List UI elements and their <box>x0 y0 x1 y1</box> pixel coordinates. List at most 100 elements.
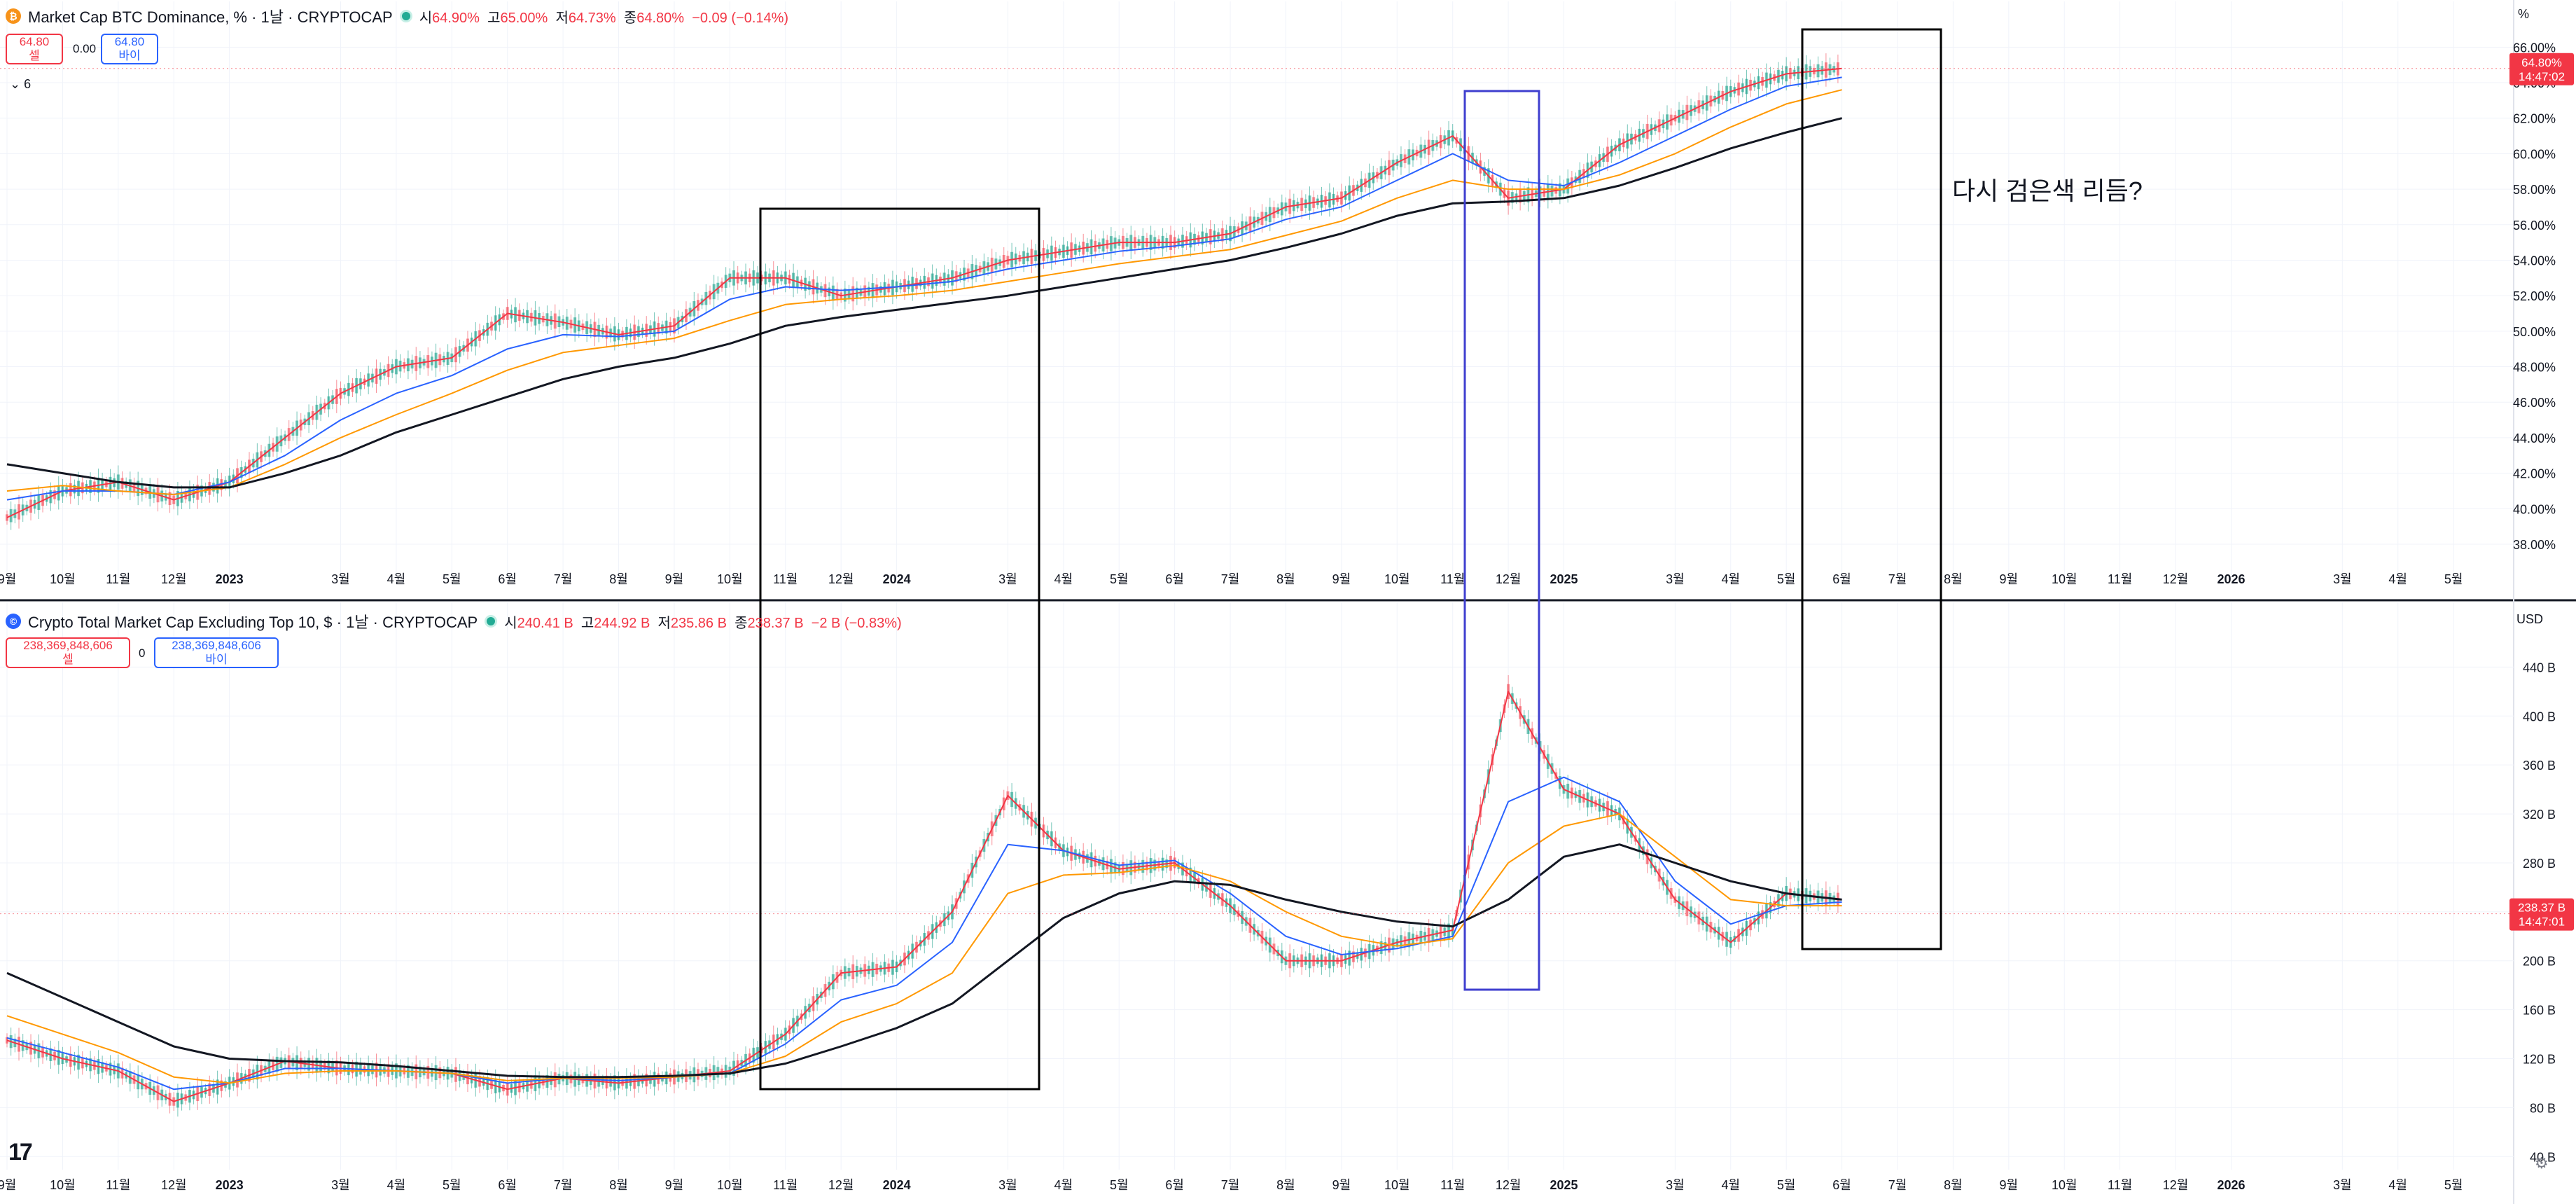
bottom-x-tick-label: 6월 <box>1165 1178 1184 1192</box>
top-y-tick-label: 62.00% <box>2513 112 2556 126</box>
bottom-x-tick-label: 3월 <box>998 1178 1017 1192</box>
bottom-y-tick-label: 400 B <box>2523 710 2556 724</box>
top-x-tick-label: 5월 <box>1777 572 1796 586</box>
bottom-x-tick-label: 9월 <box>1332 1178 1351 1192</box>
bottom-x-tick-label: 5월 <box>1110 1178 1129 1192</box>
top-y-tick-label: 48.00% <box>2513 361 2556 375</box>
bottom-x-tick-label: 2026 <box>2217 1178 2245 1192</box>
top-x-tick-label: 9월 <box>1332 572 1351 586</box>
top-buy-label: 바이 <box>118 49 141 62</box>
series-layer <box>6 53 1842 1117</box>
bottom-x-tick-label: 11월 <box>2108 1178 2132 1192</box>
top-x-tick-label: 4월 <box>2388 572 2407 586</box>
top-buy-button[interactable]: 64.80 바이 <box>101 34 158 64</box>
bottom-y-tick-label: 320 B <box>2523 808 2556 822</box>
top-x-tick-label: 3월 <box>331 572 350 586</box>
top-ma-line-4 <box>6 117 1842 489</box>
bottom-symbol-title[interactable]: Crypto Total Market Cap Excluding Top 10… <box>28 614 478 631</box>
top-y-tick-label: 42.00% <box>2513 467 2556 481</box>
top-x-tick-label: 12월 <box>2163 572 2189 586</box>
bottom-y-tick-label: 440 B <box>2523 660 2556 674</box>
highlight-box-late-2024 <box>1463 90 1540 991</box>
top-x-tick-label: 9월 <box>2000 572 2019 586</box>
bottom-y-tick-label: 120 B <box>2523 1052 2556 1066</box>
bottom-y-tick-label: 40 B <box>2530 1150 2556 1164</box>
bottom-x-tick-label: 2023 <box>216 1178 244 1192</box>
top-x-tick-label: 2023 <box>216 572 244 586</box>
top-last-price-label: 64.80% <box>2521 56 2562 69</box>
top-y-tick-label: 38.00% <box>2513 538 2556 552</box>
bottom-ma-line-3 <box>6 813 1842 1084</box>
top-x-tick-label: 2026 <box>2217 572 2245 586</box>
top-last-price-badge <box>2509 53 2574 85</box>
top-x-tick-label: 7월 <box>1221 572 1240 586</box>
top-ma-line-1 <box>6 67 1842 518</box>
bottom-y-tick-label: 200 B <box>2523 955 2556 969</box>
top-x-tick-label: 2024 <box>883 572 911 586</box>
annotation-text[interactable]: 다시 검은색 리듬? <box>1952 177 2143 205</box>
bottom-x-tick-label: 12월 <box>2163 1178 2189 1192</box>
bottom-x-tick-label: 5월 <box>443 1178 461 1192</box>
bottom-x-tick-label: 2024 <box>883 1178 911 1192</box>
bottom-pane-legend: © Crypto Total Market Cap Excluding Top … <box>6 609 902 633</box>
top-x-tick-label: 8월 <box>1944 572 1963 586</box>
bottom-x-tick-label: 12월 <box>828 1178 854 1192</box>
bottom-sell-button[interactable]: 238,369,848,606 셀 <box>6 637 130 668</box>
top-x-tick-label: 4월 <box>387 572 406 586</box>
top-x-tick-label: 5월 <box>2444 572 2463 586</box>
top-x-tick-label: 12월 <box>1496 572 1522 586</box>
bottom-candle <box>6 1037 8 1044</box>
top-x-tick-label: 4월 <box>1054 572 1073 586</box>
top-spread: 0.00 <box>73 42 97 55</box>
bottom-x-tick-label: 11월 <box>773 1178 798 1192</box>
bottom-spread: 0 <box>139 646 146 660</box>
top-x-tick-label: 3월 <box>998 572 1017 586</box>
bottom-x-tick-label: 11월 <box>106 1178 130 1192</box>
bottom-x-tick-label: 11월 <box>1440 1178 1465 1192</box>
top-x-tick-label: 8월 <box>609 572 628 586</box>
top-x-tick-label: 2025 <box>1550 572 1578 586</box>
bottom-last-time-label: 14:47:01 <box>2519 915 2565 929</box>
bottom-y-tick-label: 80 B <box>2530 1101 2556 1115</box>
bottom-x-tick-label: 4월 <box>387 1178 406 1192</box>
top-x-tick-label: 10월 <box>717 572 743 586</box>
top-pane-legend: ₿ Market Cap BTC Dominance, % · 1날 · CRY… <box>6 4 788 28</box>
indicator-collapse-toggle[interactable]: ⌄ 6 <box>10 77 32 91</box>
bottom-ohlc: 시240.41 B 고244.92 B 저235.86 B 종238.37 B … <box>504 615 902 631</box>
top-y-tick-label: 66.00% <box>2513 41 2556 55</box>
top-sell-button[interactable]: 64.80 셀 <box>6 34 63 64</box>
market-status-icon[interactable] <box>485 615 498 628</box>
top-x-tick-label: 6월 <box>1165 572 1184 586</box>
bottom-x-tick-label: 10월 <box>50 1178 76 1192</box>
top-y-tick-label: 50.00% <box>2513 325 2556 339</box>
gear-icon[interactable]: ⚙ <box>2535 1154 2549 1172</box>
top-x-tick-label: 12월 <box>828 572 854 586</box>
bottom-x-tick-label: 8월 <box>1944 1178 1963 1192</box>
bottom-last-price-label: 238.37 B <box>2518 901 2565 915</box>
bottom-sell-label: 셀 <box>62 653 74 666</box>
bottom-x-tick-label: 5월 <box>2444 1178 2463 1192</box>
bottom-x-tick-label: 9월 <box>665 1178 684 1192</box>
top-unit-label: % <box>2518 7 2530 21</box>
overlay-layer <box>0 28 2514 1091</box>
axis-layer: 38.00% 40.00% 42.00% 44.00% 46.00% 48.00% 50.0… <box>0 41 2574 1192</box>
top-x-tick-label: 12월 <box>161 572 187 586</box>
top-ma-line-2 <box>6 76 1842 501</box>
top-y-tick-label: 58.00% <box>2513 183 2556 197</box>
top-x-tick-label: 7월 <box>1888 572 1907 586</box>
bottom-x-tick-label: 10월 <box>1384 1178 1410 1192</box>
top-symbol-title[interactable]: Market Cap BTC Dominance, % · 1날 · CRYPT… <box>28 8 393 26</box>
bottom-x-tick-label: 12월 <box>1496 1178 1522 1192</box>
chevron-down-icon: ⌄ <box>10 77 21 91</box>
bottom-ma-line-4 <box>6 843 1842 1079</box>
bitcoin-icon: ₿ <box>6 8 21 24</box>
bottom-x-tick-label: 4월 <box>1054 1178 1073 1192</box>
bottom-x-tick-label: 2025 <box>1550 1178 1578 1192</box>
top-ohlc: 시64.90% 고65.00% 저64.73% 종64.80% −0.09 (−… <box>419 10 789 26</box>
top-y-tick-label: 46.00% <box>2513 396 2556 410</box>
bottom-x-tick-label: 8월 <box>1276 1178 1295 1192</box>
top-x-tick-label: 10월 <box>1384 572 1410 586</box>
market-status-icon[interactable] <box>399 10 412 22</box>
bottom-buy-button[interactable]: 238,369,848,606 바이 <box>154 637 279 668</box>
